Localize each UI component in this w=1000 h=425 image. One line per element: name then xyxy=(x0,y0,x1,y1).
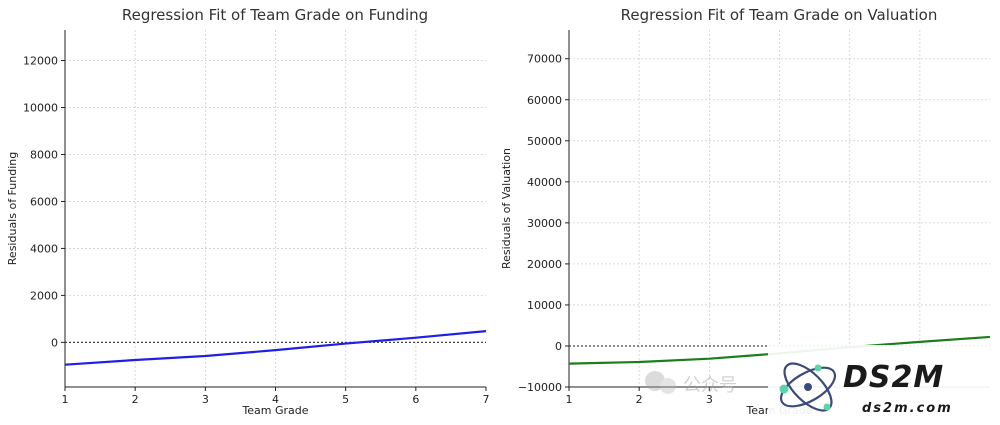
y-tick-label: 20000 xyxy=(527,258,562,271)
chart-panel-2: −10000 0 10000 20000 30000 40000 50000 60000 700… xyxy=(500,6,991,417)
chart-panel-1: 0 2000 4000 6000 8000 10000 12000 1 2 3 4 5 6 7 Regres… xyxy=(6,6,490,417)
x-tick-label: 2 xyxy=(636,393,643,406)
wechat-icon-bubble-2 xyxy=(660,378,676,394)
x-tick-label: 7 xyxy=(483,393,490,406)
atom-dot-3 xyxy=(823,403,831,411)
y-tick-label: 0 xyxy=(51,336,58,349)
y-axis-label: Residuals of Funding xyxy=(6,152,19,265)
y-tick-label: 4000 xyxy=(30,242,58,255)
wechat-icon-bubble-1 xyxy=(645,371,665,391)
y-tick-label: 10000 xyxy=(23,102,58,115)
atom-dot-1 xyxy=(779,384,789,394)
x-tick-label: 1 xyxy=(566,393,573,406)
x-tick-label: 1 xyxy=(62,393,69,406)
x-tick-label: 2 xyxy=(132,393,139,406)
x-tick-label: 3 xyxy=(202,393,209,406)
atom-nucleus xyxy=(804,383,812,391)
x-tick-label: 5 xyxy=(342,393,349,406)
y-tick-label: 0 xyxy=(555,340,562,353)
watermark: 公众号 DS2M ds2m.com xyxy=(645,345,1000,425)
x-tick-label: 4 xyxy=(272,393,279,406)
y-tick-label: 30000 xyxy=(527,217,562,230)
y-tick-label: 50000 xyxy=(527,135,562,148)
y-tick-label: 6000 xyxy=(30,195,58,208)
x-axis-label: Team Grade xyxy=(241,404,308,417)
watermark-brand: DS2M xyxy=(843,360,944,395)
watermark-faint-text: 公众号 xyxy=(683,375,737,396)
y-tick-label: 8000 xyxy=(30,148,58,161)
series-line xyxy=(64,330,487,366)
x-tick-label: 3 xyxy=(706,393,713,406)
watermark-site: ds2m.com xyxy=(862,401,953,416)
y-tick-label: 10000 xyxy=(527,299,562,312)
y-tick-label: 12000 xyxy=(23,55,58,68)
y-tick-label: −10000 xyxy=(518,381,562,394)
x-tick-label: 6 xyxy=(412,393,419,406)
chart-title: Regression Fit of Team Grade on Funding xyxy=(122,6,428,24)
y-tick-label: 70000 xyxy=(527,53,562,66)
atom-orbit-1 xyxy=(779,366,837,408)
atom-logo-icon xyxy=(779,362,837,412)
chart-title: Regression Fit of Team Grade on Valuatio… xyxy=(621,6,938,24)
wechat-icon xyxy=(645,371,676,394)
atom-dot-2 xyxy=(814,364,822,372)
y-tick-label: 2000 xyxy=(30,289,58,302)
y-axis-label: Residuals of Valuation xyxy=(500,148,513,269)
y-tick-label: 60000 xyxy=(527,94,562,107)
y-tick-label: 40000 xyxy=(527,176,562,189)
